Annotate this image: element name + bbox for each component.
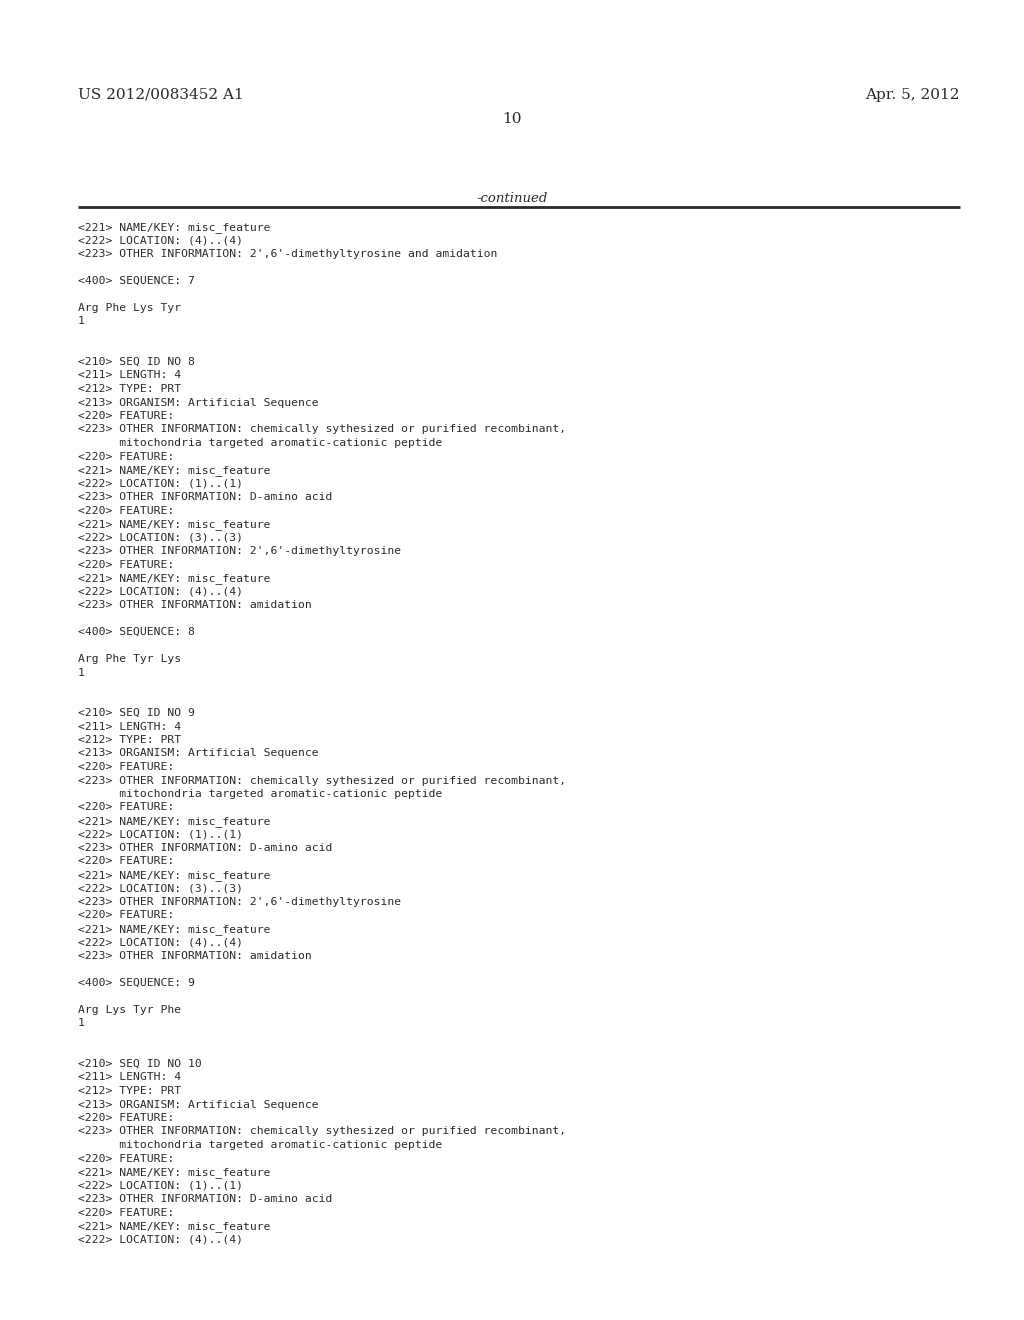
Text: 10: 10	[502, 112, 522, 125]
Text: <211> LENGTH: 4: <211> LENGTH: 4	[78, 371, 181, 380]
Text: <223> OTHER INFORMATION: chemically sythesized or purified recombinant,: <223> OTHER INFORMATION: chemically syth…	[78, 1126, 566, 1137]
Text: <221> NAME/KEY: misc_feature: <221> NAME/KEY: misc_feature	[78, 573, 270, 583]
Text: 1: 1	[78, 668, 85, 677]
Text: <220> FEATURE:: <220> FEATURE:	[78, 560, 174, 569]
Text: 1: 1	[78, 317, 85, 326]
Text: <223> OTHER INFORMATION: 2',6'-dimethyltyrosine and amidation: <223> OTHER INFORMATION: 2',6'-dimethylt…	[78, 249, 498, 259]
Text: <222> LOCATION: (1)..(1): <222> LOCATION: (1)..(1)	[78, 1180, 243, 1191]
Text: <223> OTHER INFORMATION: D-amino acid: <223> OTHER INFORMATION: D-amino acid	[78, 1195, 333, 1204]
Text: <213> ORGANISM: Artificial Sequence: <213> ORGANISM: Artificial Sequence	[78, 397, 318, 408]
Text: <221> NAME/KEY: misc_feature: <221> NAME/KEY: misc_feature	[78, 924, 270, 935]
Text: <220> FEATURE:: <220> FEATURE:	[78, 1113, 174, 1123]
Text: <220> FEATURE:: <220> FEATURE:	[78, 911, 174, 920]
Text: <221> NAME/KEY: misc_feature: <221> NAME/KEY: misc_feature	[78, 222, 270, 232]
Text: <400> SEQUENCE: 9: <400> SEQUENCE: 9	[78, 978, 195, 987]
Text: <221> NAME/KEY: misc_feature: <221> NAME/KEY: misc_feature	[78, 870, 270, 880]
Text: <211> LENGTH: 4: <211> LENGTH: 4	[78, 722, 181, 731]
Text: <221> NAME/KEY: misc_feature: <221> NAME/KEY: misc_feature	[78, 816, 270, 826]
Text: Arg Phe Lys Tyr: Arg Phe Lys Tyr	[78, 304, 181, 313]
Text: <212> TYPE: PRT: <212> TYPE: PRT	[78, 1086, 181, 1096]
Text: <210> SEQ ID NO 10: <210> SEQ ID NO 10	[78, 1059, 202, 1069]
Text: <220> FEATURE:: <220> FEATURE:	[78, 762, 174, 772]
Text: <220> FEATURE:: <220> FEATURE:	[78, 803, 174, 813]
Text: <210> SEQ ID NO 9: <210> SEQ ID NO 9	[78, 708, 195, 718]
Text: Arg Lys Tyr Phe: Arg Lys Tyr Phe	[78, 1005, 181, 1015]
Text: <223> OTHER INFORMATION: 2',6'-dimethyltyrosine: <223> OTHER INFORMATION: 2',6'-dimethylt…	[78, 546, 401, 556]
Text: <221> NAME/KEY: misc_feature: <221> NAME/KEY: misc_feature	[78, 519, 270, 529]
Text: Apr. 5, 2012: Apr. 5, 2012	[865, 88, 961, 102]
Text: <222> LOCATION: (4)..(4): <222> LOCATION: (4)..(4)	[78, 1234, 243, 1245]
Text: -continued: -continued	[476, 191, 548, 205]
Text: <223> OTHER INFORMATION: D-amino acid: <223> OTHER INFORMATION: D-amino acid	[78, 492, 333, 502]
Text: <212> TYPE: PRT: <212> TYPE: PRT	[78, 735, 181, 744]
Text: <223> OTHER INFORMATION: amidation: <223> OTHER INFORMATION: amidation	[78, 601, 311, 610]
Text: <221> NAME/KEY: misc_feature: <221> NAME/KEY: misc_feature	[78, 1167, 270, 1177]
Text: 1: 1	[78, 1019, 85, 1028]
Text: mitochondria targeted aromatic-cationic peptide: mitochondria targeted aromatic-cationic …	[78, 1140, 442, 1150]
Text: <222> LOCATION: (4)..(4): <222> LOCATION: (4)..(4)	[78, 937, 243, 948]
Text: <213> ORGANISM: Artificial Sequence: <213> ORGANISM: Artificial Sequence	[78, 1100, 318, 1110]
Text: <222> LOCATION: (3)..(3): <222> LOCATION: (3)..(3)	[78, 532, 243, 543]
Text: <400> SEQUENCE: 7: <400> SEQUENCE: 7	[78, 276, 195, 286]
Text: <222> LOCATION: (3)..(3): <222> LOCATION: (3)..(3)	[78, 883, 243, 894]
Text: mitochondria targeted aromatic-cationic peptide: mitochondria targeted aromatic-cationic …	[78, 789, 442, 799]
Text: <220> FEATURE:: <220> FEATURE:	[78, 1154, 174, 1163]
Text: <211> LENGTH: 4: <211> LENGTH: 4	[78, 1072, 181, 1082]
Text: <220> FEATURE:: <220> FEATURE:	[78, 1208, 174, 1217]
Text: <400> SEQUENCE: 8: <400> SEQUENCE: 8	[78, 627, 195, 638]
Text: <223> OTHER INFORMATION: amidation: <223> OTHER INFORMATION: amidation	[78, 950, 311, 961]
Text: <223> OTHER INFORMATION: chemically sythesized or purified recombinant,: <223> OTHER INFORMATION: chemically syth…	[78, 776, 566, 785]
Text: <220> FEATURE:: <220> FEATURE:	[78, 451, 174, 462]
Text: <222> LOCATION: (1)..(1): <222> LOCATION: (1)..(1)	[78, 479, 243, 488]
Text: Arg Phe Tyr Lys: Arg Phe Tyr Lys	[78, 653, 181, 664]
Text: <220> FEATURE:: <220> FEATURE:	[78, 506, 174, 516]
Text: <221> NAME/KEY: misc_feature: <221> NAME/KEY: misc_feature	[78, 465, 270, 477]
Text: <223> OTHER INFORMATION: 2',6'-dimethyltyrosine: <223> OTHER INFORMATION: 2',6'-dimethylt…	[78, 898, 401, 907]
Text: <213> ORGANISM: Artificial Sequence: <213> ORGANISM: Artificial Sequence	[78, 748, 318, 759]
Text: <212> TYPE: PRT: <212> TYPE: PRT	[78, 384, 181, 393]
Text: <223> OTHER INFORMATION: chemically sythesized or purified recombinant,: <223> OTHER INFORMATION: chemically syth…	[78, 425, 566, 434]
Text: <210> SEQ ID NO 8: <210> SEQ ID NO 8	[78, 356, 195, 367]
Text: <222> LOCATION: (1)..(1): <222> LOCATION: (1)..(1)	[78, 829, 243, 840]
Text: US 2012/0083452 A1: US 2012/0083452 A1	[78, 88, 244, 102]
Text: <222> LOCATION: (4)..(4): <222> LOCATION: (4)..(4)	[78, 235, 243, 246]
Text: <221> NAME/KEY: misc_feature: <221> NAME/KEY: misc_feature	[78, 1221, 270, 1232]
Text: <220> FEATURE:: <220> FEATURE:	[78, 411, 174, 421]
Text: <220> FEATURE:: <220> FEATURE:	[78, 857, 174, 866]
Text: <223> OTHER INFORMATION: D-amino acid: <223> OTHER INFORMATION: D-amino acid	[78, 843, 333, 853]
Text: mitochondria targeted aromatic-cationic peptide: mitochondria targeted aromatic-cationic …	[78, 438, 442, 447]
Text: <222> LOCATION: (4)..(4): <222> LOCATION: (4)..(4)	[78, 586, 243, 597]
